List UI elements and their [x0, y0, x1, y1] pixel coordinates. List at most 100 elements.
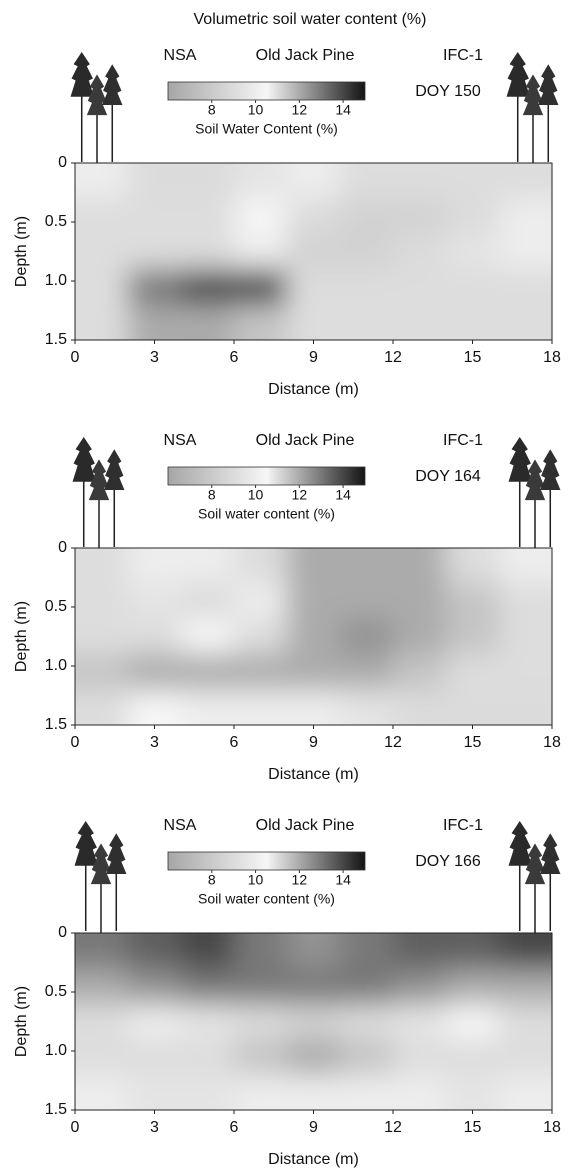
heat-cell: [287, 163, 341, 199]
heat-cell: [499, 1074, 552, 1110]
heat-cell: [499, 618, 552, 655]
heat-cell: [234, 654, 288, 691]
x-tick-label: 9: [309, 1119, 318, 1136]
heat-cell: [340, 933, 394, 969]
heat-cell: [340, 618, 394, 655]
heat-cell: [287, 583, 341, 620]
x-tick-label: 3: [150, 349, 159, 366]
heat-cell: [181, 269, 235, 306]
x-tick-label: 6: [230, 1119, 239, 1136]
y-tick-label: 0.5: [45, 983, 67, 1000]
heat-cell: [446, 198, 500, 235]
y-tick-label: 1.5: [45, 716, 67, 733]
heat-cell: [128, 618, 182, 655]
heat-cell: [499, 269, 552, 306]
x-tick-label: 6: [230, 734, 239, 751]
heat-cell: [393, 304, 447, 340]
heat-cell: [287, 1074, 341, 1110]
heat-cell: [287, 654, 341, 691]
heat-cell: [446, 654, 500, 691]
colorbar-tick-label: 8: [208, 102, 216, 118]
heat-cell: [234, 269, 288, 306]
heatmap: [75, 933, 552, 1110]
colorbar: [167, 81, 366, 101]
colorbar-tick-label: 10: [248, 487, 264, 503]
heat-cell: [393, 583, 447, 620]
site-label: NSA: [164, 432, 197, 449]
heat-cell: [234, 548, 288, 584]
heat-cell: [128, 304, 182, 340]
heat-cell: [393, 163, 447, 199]
plot-area: [75, 933, 552, 1110]
y-tick-label: 0.5: [45, 598, 67, 615]
heat-cell: [499, 654, 552, 691]
colorbar-tick-label: 10: [248, 872, 264, 888]
colorbar-label: Soil Water Content (%): [195, 121, 338, 137]
heat-cell: [128, 548, 182, 584]
heat-cell: [234, 583, 288, 620]
heat-cell: [393, 1039, 447, 1076]
colorbar-tick-label: 8: [208, 872, 216, 888]
site-label: NSA: [164, 47, 197, 64]
heat-cell: [128, 163, 182, 199]
heat-cell: [75, 1074, 129, 1110]
heat-cell: [287, 233, 341, 270]
heat-cell: [75, 654, 129, 691]
y-tick-label: 0.5: [45, 213, 67, 230]
x-tick-label: 3: [150, 1119, 159, 1136]
heat-cell: [287, 304, 341, 340]
heat-cell: [499, 968, 552, 1005]
heat-cell: [340, 1039, 394, 1076]
heat-cell: [181, 304, 235, 340]
x-tick-label: 3: [150, 734, 159, 751]
heat-cell: [340, 583, 394, 620]
heat-cell: [181, 233, 235, 270]
day-label: DOY 166: [415, 853, 481, 870]
heat-cell: [499, 548, 552, 584]
y-tick-label: 1.5: [45, 331, 67, 348]
heat-cell: [181, 583, 235, 620]
colorbar-label: Soil water content (%): [198, 506, 335, 522]
heat-cell: [234, 968, 288, 1005]
chart-title: Volumetric soil water content (%): [194, 11, 427, 28]
heat-cell: [181, 654, 235, 691]
heat-cell: [75, 548, 129, 584]
heat-cell: [181, 933, 235, 969]
colorbar-tick-label: 14: [335, 487, 351, 503]
heat-cell: [393, 933, 447, 969]
heat-cell: [181, 618, 235, 655]
x-tick-label: 15: [464, 734, 482, 751]
x-tick-label: 15: [464, 1119, 482, 1136]
x-tick-label: 12: [384, 734, 402, 751]
heat-cell: [446, 968, 500, 1005]
heat-cell: [393, 1074, 447, 1110]
heat-cell: [393, 654, 447, 691]
heat-cell: [287, 968, 341, 1005]
heat-cell: [128, 1003, 182, 1040]
heat-cell: [234, 163, 288, 199]
heat-cell: [181, 1003, 235, 1040]
heat-cell: [287, 618, 341, 655]
heat-cell: [75, 689, 129, 725]
heat-cell: [287, 269, 341, 306]
heat-cell: [446, 163, 500, 199]
colorbar-tick-label: 10: [248, 102, 264, 118]
heatmap: [75, 163, 552, 340]
colorbar-label: Soil water content (%): [198, 891, 335, 907]
heat-cell: [287, 689, 341, 725]
heat-cell: [75, 583, 129, 620]
colorbar-tick-label: 12: [292, 102, 308, 118]
y-tick-label: 0: [58, 154, 67, 171]
heat-cell: [181, 968, 235, 1005]
heat-cell: [75, 1039, 129, 1076]
heat-cell: [393, 968, 447, 1005]
heat-cell: [287, 933, 341, 969]
y-tick-label: 1.0: [45, 1042, 67, 1059]
day-label: DOY 150: [415, 83, 481, 100]
heat-cell: [446, 1003, 500, 1040]
y-tick-label: 1.0: [45, 272, 67, 289]
y-axis-label: Depth (m): [13, 986, 30, 1057]
heat-cell: [393, 233, 447, 270]
